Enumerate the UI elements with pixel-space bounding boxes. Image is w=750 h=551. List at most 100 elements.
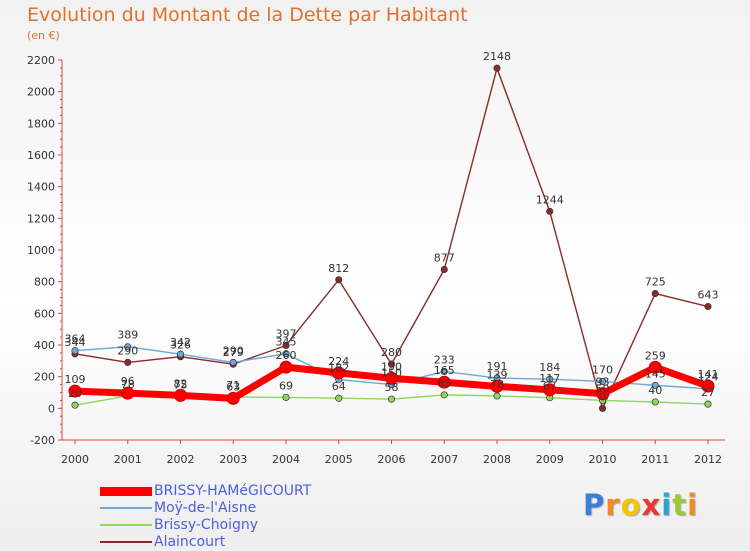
chart-title: Evolution du Montant de la Dette par Hab… xyxy=(27,4,468,26)
data-label: 50 xyxy=(596,382,610,395)
data-point xyxy=(124,343,132,351)
data-label: 191 xyxy=(487,360,508,373)
data-label: 397 xyxy=(276,327,297,340)
x-tick-label: 2007 xyxy=(430,453,458,466)
data-point xyxy=(596,387,609,401)
data-label: 165 xyxy=(434,364,455,377)
data-point xyxy=(546,207,554,215)
data-point xyxy=(490,379,504,393)
data-point xyxy=(543,383,557,397)
data-point xyxy=(71,401,79,409)
legend-swatch xyxy=(100,524,152,526)
data-label: 78 xyxy=(490,378,504,391)
data-label: 40 xyxy=(648,384,662,397)
data-label: 290 xyxy=(223,344,244,357)
x-tick-label: 2012 xyxy=(694,453,722,466)
legend-label: BRISSY-HAMéGICOURT xyxy=(154,483,312,499)
data-label: 117 xyxy=(539,372,560,385)
x-tick-label: 2009 xyxy=(536,453,564,466)
data-label: 725 xyxy=(645,276,666,289)
data-point xyxy=(335,276,343,284)
data-label: 82 xyxy=(174,377,188,390)
logo-letter: i xyxy=(687,488,699,522)
y-tick-label: 1800 xyxy=(27,117,55,130)
data-label: 20 xyxy=(68,387,82,400)
logo-letter: x xyxy=(641,488,662,522)
data-label: 182 xyxy=(328,362,349,375)
y-tick-label: 1600 xyxy=(27,149,55,162)
data-label: 877 xyxy=(434,251,455,264)
data-point xyxy=(437,375,451,389)
data-label: 812 xyxy=(328,262,349,275)
data-label: 109 xyxy=(65,373,86,386)
x-tick-label: 2002 xyxy=(167,453,195,466)
data-label: 2148 xyxy=(483,50,511,63)
data-label: 145 xyxy=(645,367,666,380)
y-tick-label: 1400 xyxy=(27,181,55,194)
data-point xyxy=(598,404,607,412)
data-label: 124 xyxy=(698,371,719,384)
data-label: 78 xyxy=(121,378,135,391)
data-point xyxy=(124,358,132,366)
y-tick-label: 400 xyxy=(34,339,55,352)
data-label: 224 xyxy=(328,355,349,368)
y-tick-label: 600 xyxy=(34,307,55,320)
data-point xyxy=(648,360,662,374)
data-point xyxy=(387,360,396,368)
data-label: 71 xyxy=(226,379,240,392)
data-label: 279 xyxy=(223,346,244,359)
data-point xyxy=(651,289,659,298)
logo-letter: o xyxy=(620,488,642,522)
data-point xyxy=(704,302,712,311)
y-tick-label: 1000 xyxy=(27,244,55,257)
y-tick-label: 800 xyxy=(34,276,55,289)
data-label: 1244 xyxy=(536,193,564,206)
x-tick-label: 2006 xyxy=(378,453,406,466)
data-point xyxy=(651,398,659,406)
legend-label: Brissy-Choigny xyxy=(154,517,259,533)
x-tick-label: 2001 xyxy=(114,453,142,466)
x-tick-label: 2004 xyxy=(272,453,300,466)
data-point xyxy=(651,381,659,389)
data-label: 345 xyxy=(276,336,297,349)
data-label: 75 xyxy=(174,378,188,391)
series-layer xyxy=(68,64,715,412)
y-tick-label: 200 xyxy=(34,371,55,384)
data-label: 63 xyxy=(226,380,240,393)
data-point xyxy=(493,392,501,400)
data-point xyxy=(226,391,240,405)
legend-swatch xyxy=(100,507,152,509)
line-chart: -200020040060080010001200140016001800200… xyxy=(27,50,725,466)
data-label: 64 xyxy=(332,380,346,393)
data-label: 280 xyxy=(381,346,402,359)
data-point xyxy=(229,358,237,366)
data-point xyxy=(279,360,293,374)
x-tick-label: 2003 xyxy=(219,453,247,466)
data-label: 67 xyxy=(543,380,557,393)
series-0 xyxy=(68,360,715,405)
data-point xyxy=(440,367,448,375)
data-label: 141 xyxy=(698,368,719,381)
data-point xyxy=(176,350,185,358)
data-label: 93 xyxy=(596,376,610,389)
legend-swatch xyxy=(100,486,152,496)
data-label: 27 xyxy=(701,386,715,399)
y-tick-label: -200 xyxy=(30,434,55,447)
data-label: 364 xyxy=(65,333,86,346)
data-label: 58 xyxy=(385,381,399,394)
data-point xyxy=(440,391,448,399)
data-label: 69 xyxy=(279,379,293,392)
data-point xyxy=(282,341,290,350)
data-point xyxy=(598,377,607,385)
y-tick-label: 1200 xyxy=(27,212,55,225)
data-label: 190 xyxy=(381,360,402,373)
data-label: 643 xyxy=(698,289,719,302)
data-point xyxy=(68,384,82,398)
data-point xyxy=(704,400,712,408)
data-label: 184 xyxy=(539,361,560,374)
x-tick-label: 2005 xyxy=(325,453,353,466)
data-label: 170 xyxy=(592,363,613,376)
legend-swatch xyxy=(100,541,152,543)
data-label: 260 xyxy=(276,349,297,362)
